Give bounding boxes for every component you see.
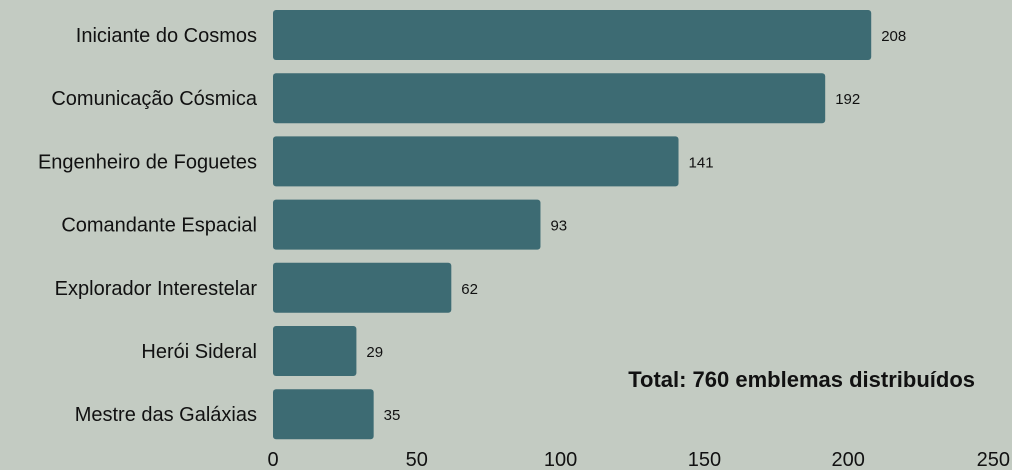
bar-engenheiro-de-foguetes	[273, 136, 679, 187]
value-label-heroi-sideral: 29	[366, 344, 383, 361]
category-labels: Iniciante do Cosmos Comunicação Cósmica En…	[38, 25, 258, 426]
value-label-comunicacao-cosmica: 192	[835, 91, 860, 108]
category-label-explorador-interestelar: Explorador Interestelar	[55, 278, 258, 300]
bar-comandante-espacial	[273, 199, 541, 250]
category-label-comunicacao-cosmica: Comunicação Cósmica	[51, 88, 258, 110]
value-label-explorador-interestelar: 62	[461, 281, 478, 298]
bar-heroi-sideral	[273, 326, 357, 376]
x-tick-label: 200	[832, 449, 865, 470]
total-annotation: Total: 760 emblemas distribuídos	[628, 367, 975, 392]
bar-comunicacao-cosmica	[273, 73, 826, 124]
x-tick-label: 100	[544, 449, 577, 470]
value-labels: 208 192 141 93 62 29 35	[366, 28, 906, 424]
value-label-mestre-das-galaxias: 35	[384, 407, 401, 424]
value-label-comandante-espacial: 93	[550, 218, 567, 235]
x-tick-label: 250	[977, 449, 1010, 470]
value-label-engenheiro-de-foguetes: 141	[689, 154, 714, 171]
x-tick-label: 0	[267, 449, 278, 470]
bars-layer	[273, 10, 872, 440]
x-axis-ticks: 0 50 100 150 200 250	[267, 449, 1010, 470]
category-label-mestre-das-galaxias: Mestre das Galáxias	[75, 404, 257, 426]
bar-iniciante-do-cosmos	[273, 10, 872, 60]
category-label-engenheiro-de-foguetes: Engenheiro de Foguetes	[38, 151, 257, 173]
value-label-iniciante-do-cosmos: 208	[881, 28, 906, 45]
category-label-heroi-sideral: Herói Sideral	[141, 341, 257, 363]
x-tick-label: 150	[688, 449, 721, 470]
category-label-comandante-espacial: Comandante Espacial	[61, 215, 257, 237]
category-label-iniciante-do-cosmos: Iniciante do Cosmos	[76, 25, 257, 47]
bar-mestre-das-galaxias	[273, 389, 374, 440]
bar-explorador-interestelar	[273, 262, 452, 313]
x-tick-label: 50	[406, 449, 428, 470]
